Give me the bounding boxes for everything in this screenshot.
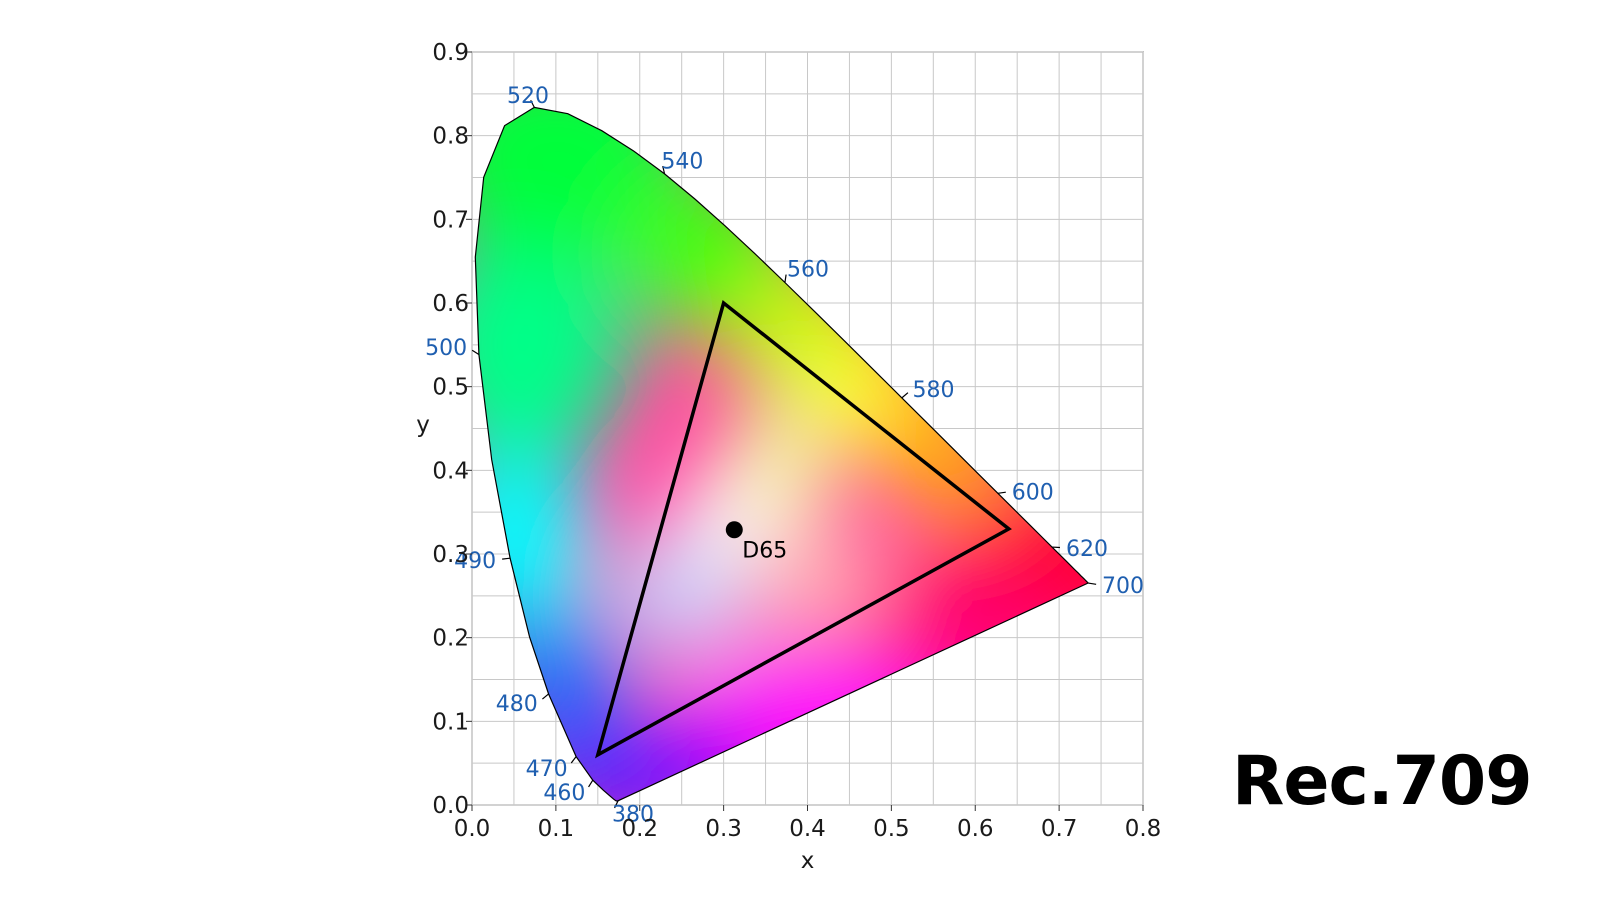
spring-green-region xyxy=(475,224,633,465)
y-tick-label: 0.7 xyxy=(432,207,469,233)
wavelength-label-700: 700 xyxy=(1102,574,1144,599)
y-tick-label: 0.9 xyxy=(432,40,469,66)
wavelength-tick xyxy=(1088,582,1097,585)
wavelength-tick xyxy=(471,349,480,356)
x-tick-label: 0.1 xyxy=(538,816,575,842)
wavelength-label-470: 470 xyxy=(526,757,568,782)
gamut-color-blobs xyxy=(475,107,1089,801)
x-tick-label: 0.2 xyxy=(621,816,658,842)
y-tick-label: 0.3 xyxy=(432,542,469,568)
wavelength-label-480: 480 xyxy=(496,692,538,717)
wavelength-label-540: 540 xyxy=(661,149,703,174)
x-tick-label: 0.6 xyxy=(957,816,994,842)
wavelength-tick xyxy=(662,165,666,175)
wavelength-tick xyxy=(901,392,909,399)
y-axis-label: y xyxy=(416,412,430,438)
orange-region xyxy=(871,393,1012,514)
green-region xyxy=(475,107,696,263)
white-point-marker xyxy=(725,521,743,539)
wavelength-label-460: 460 xyxy=(543,781,585,806)
wavelength-tick xyxy=(530,99,535,108)
x-tick-label: 0.7 xyxy=(1041,816,1078,842)
x-tick-label: 0.4 xyxy=(789,816,826,842)
y-tick-label: 0.8 xyxy=(432,124,469,150)
y-tick-label: 0.4 xyxy=(432,458,469,484)
wavelength-label-620: 620 xyxy=(1066,537,1108,562)
pale-blue-region xyxy=(611,535,752,656)
wavelength-tick xyxy=(542,693,549,700)
wavelength-label-500: 500 xyxy=(425,336,467,361)
y-tick-label: 0.0 xyxy=(432,793,469,819)
wavelength-label-520: 520 xyxy=(507,84,549,109)
color-gamut-fill xyxy=(475,107,1089,801)
wavelength-label-490: 490 xyxy=(454,549,496,574)
wavelength-tick xyxy=(588,779,594,788)
cyan-region xyxy=(475,447,594,628)
pale-red-region xyxy=(737,524,878,635)
spectral-locus xyxy=(474,106,1090,802)
y-tick-label: 0.2 xyxy=(432,626,469,652)
white-point-group: D65 xyxy=(725,521,787,564)
y-tick-label: 0.1 xyxy=(432,709,469,735)
wavelength-tick xyxy=(502,557,511,560)
white-point-label: D65 xyxy=(742,539,787,564)
x-tick-label: 0.3 xyxy=(705,816,742,842)
wavelength-tick xyxy=(997,491,1006,494)
wavelength-label-380: 380 xyxy=(612,802,654,827)
x-tick-label: 0.0 xyxy=(454,816,491,842)
x-axis-label: x xyxy=(801,848,815,874)
wavelength-tick xyxy=(784,274,787,283)
y-tick-label: 0.6 xyxy=(432,291,469,317)
y-tick-label: 0.5 xyxy=(432,375,469,401)
rec709-gamut-triangle xyxy=(594,299,1012,759)
x-tick-label: 0.5 xyxy=(873,816,910,842)
x-axis-ticks: 0.0 0.1 0.2 0.3 0.4 0.5 0.6 0.7 0.8 xyxy=(454,805,1162,842)
wavelength-label-580: 580 xyxy=(912,378,954,403)
wavelength-label-600: 600 xyxy=(1012,480,1054,505)
wavelength-tick xyxy=(570,756,577,764)
x-tick-label: 0.8 xyxy=(1125,816,1162,842)
wavelength-label-560: 560 xyxy=(787,258,829,283)
standard-title: Rec.709 xyxy=(1232,742,1533,821)
y-axis-ticks: 0.0 0.1 0.2 0.3 0.4 0.5 0.6 0.7 0.8 0.9 xyxy=(432,40,472,819)
wavelength-tick xyxy=(614,800,619,809)
